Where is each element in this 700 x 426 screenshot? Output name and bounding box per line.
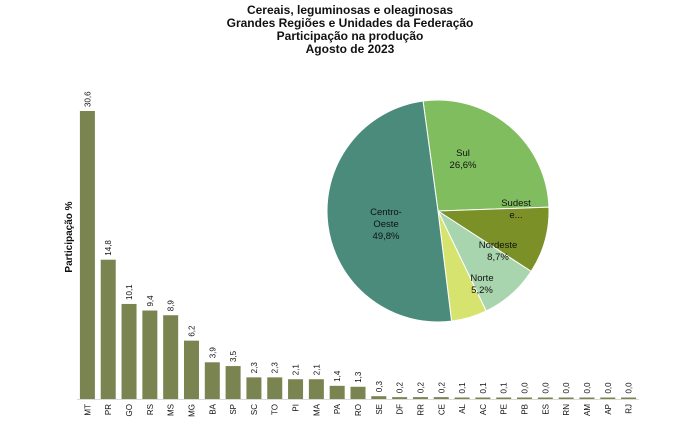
category-tick-label: SP bbox=[229, 404, 238, 415]
category-tick-label: MT bbox=[83, 404, 92, 416]
pie-slice-label: Sul 26,6% bbox=[450, 148, 477, 171]
bar-value-label: 3,9 bbox=[208, 347, 217, 359]
bar-value-label: 10,1 bbox=[125, 284, 134, 300]
pie-slice-label: Centro-Oeste 49,8% bbox=[370, 207, 402, 242]
bar-pi bbox=[288, 379, 304, 399]
bar-se bbox=[371, 396, 387, 399]
bar-ac bbox=[475, 397, 491, 399]
category-tick-label: ES bbox=[541, 404, 550, 415]
bar-value-label: 0,1 bbox=[458, 382, 467, 394]
bar-value-label: 2,3 bbox=[271, 362, 280, 374]
bar-ms bbox=[163, 315, 179, 399]
bar-value-label: 0,0 bbox=[604, 382, 613, 394]
bar-chart: Participação % 30,6 MT 14,8 PR 10,1 GO 9,4 RS 8,9… bbox=[64, 91, 639, 417]
category-tick-label: PR bbox=[104, 404, 113, 415]
category-tick-label: RR bbox=[416, 404, 425, 416]
bar-value-label: 0,2 bbox=[396, 381, 405, 393]
bar-rn bbox=[558, 397, 574, 399]
category-tick-label: AP bbox=[604, 404, 613, 415]
chart-subtitle-participation: Participação na produção bbox=[276, 29, 424, 43]
bar-am bbox=[579, 397, 595, 399]
category-tick-label: GO bbox=[125, 404, 134, 416]
category-tick-label: PA bbox=[333, 403, 342, 414]
bar-value-label: 8,9 bbox=[167, 300, 176, 312]
bar-value-label: 0,0 bbox=[583, 382, 592, 394]
bar-sc bbox=[246, 377, 262, 399]
bar-sp bbox=[225, 366, 241, 399]
chart-title: Cereais, leguminosas e oleaginosas bbox=[246, 3, 454, 17]
bar-value-label: 2,1 bbox=[312, 364, 321, 376]
pie-slice-label: Nordeste 8,7% bbox=[479, 240, 518, 263]
pie-slice-centro-oeste bbox=[326, 100, 453, 323]
category-tick-label: DF bbox=[396, 404, 405, 415]
bar-to bbox=[267, 377, 283, 399]
category-tick-label: MG bbox=[187, 404, 196, 417]
bar-pr bbox=[100, 259, 116, 399]
category-tick-label: BA bbox=[208, 403, 217, 414]
bar-value-label: 0,0 bbox=[625, 382, 634, 394]
pie-slice-sul bbox=[422, 99, 550, 212]
chart-titles: Cereais, leguminosas e oleaginosas Grand… bbox=[0, 4, 700, 56]
category-tick-label: TO bbox=[271, 404, 280, 415]
category-tick-label: SE bbox=[375, 404, 384, 415]
chart-subtitle-regions: Grandes Regiões e Unidades da Federação bbox=[226, 16, 474, 30]
bar-go bbox=[121, 303, 137, 399]
bar-value-label: 0,0 bbox=[541, 382, 550, 394]
category-tick-label: MS bbox=[167, 404, 176, 416]
pie-slice-label: Sudest e... bbox=[501, 198, 531, 221]
bar-value-label: 3,5 bbox=[229, 350, 238, 362]
bar-value-label: 9,4 bbox=[146, 295, 155, 307]
bar-value-label: 1,3 bbox=[354, 371, 363, 383]
category-tick-label: AM bbox=[583, 404, 592, 416]
category-tick-label: RO bbox=[354, 404, 363, 416]
bar-value-label: 0,2 bbox=[416, 381, 425, 393]
bar-pb bbox=[517, 397, 533, 399]
bar-value-label: 0,0 bbox=[521, 382, 530, 394]
bar-ce bbox=[433, 397, 449, 399]
bar-value-label: 0,2 bbox=[437, 381, 446, 393]
bar-mt bbox=[79, 111, 95, 399]
bar-ro bbox=[350, 386, 366, 399]
bar-al bbox=[454, 397, 470, 399]
bar-value-label: 6,2 bbox=[187, 325, 196, 337]
category-tick-label: AL bbox=[458, 403, 467, 413]
bar-pe bbox=[496, 397, 512, 399]
bar-value-label: 30,6 bbox=[83, 91, 92, 107]
bar-df bbox=[392, 397, 408, 399]
bar-value-label: 0,1 bbox=[500, 382, 509, 394]
bar-ba bbox=[204, 362, 220, 399]
category-tick-label: PB bbox=[521, 404, 530, 415]
category-tick-label: PE bbox=[500, 404, 509, 415]
category-tick-label: SC bbox=[250, 404, 259, 415]
bar-value-label: 14,8 bbox=[104, 240, 113, 256]
category-tick-label: RJ bbox=[625, 404, 634, 414]
pie-slice-label: Norte 5,2% bbox=[470, 273, 493, 296]
bar-ma bbox=[308, 379, 324, 399]
bar-rs bbox=[142, 310, 158, 399]
bar-rr bbox=[412, 397, 428, 399]
category-tick-label: CE bbox=[437, 404, 446, 415]
bar-es bbox=[537, 397, 553, 399]
chart-subtitle-date: Agosto de 2023 bbox=[305, 42, 395, 56]
bar-value-label: 2,1 bbox=[292, 364, 301, 376]
bar-value-label: 0,0 bbox=[562, 382, 571, 394]
bar-rj bbox=[621, 397, 637, 399]
bar-pa bbox=[329, 385, 345, 399]
bar-value-label: 2,3 bbox=[250, 362, 259, 374]
category-tick-label: RN bbox=[562, 404, 571, 416]
category-tick-label: MA bbox=[312, 403, 321, 416]
bar-ap bbox=[600, 397, 616, 399]
bar-value-label: 1,4 bbox=[333, 370, 342, 382]
pie-chart: Sul 26,6% Sudest e... Nordeste 8,7% Norte 5,2% C… bbox=[326, 99, 550, 323]
bar-value-label: 0,1 bbox=[479, 382, 488, 394]
bar-value-label: 0,3 bbox=[375, 381, 384, 393]
bar-mg bbox=[183, 340, 199, 399]
y-axis-label: Participação % bbox=[64, 201, 75, 272]
category-tick-label: RS bbox=[146, 404, 155, 415]
category-tick-label: PI bbox=[292, 404, 301, 412]
category-tick-label: AC bbox=[479, 404, 488, 415]
